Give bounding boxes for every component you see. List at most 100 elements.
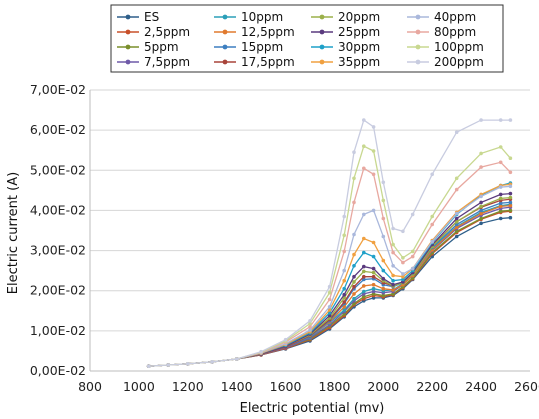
y-tick-label: 6,00E-02 — [30, 122, 86, 137]
data-point — [430, 239, 435, 244]
data-point — [362, 144, 366, 148]
legend-marker — [222, 29, 228, 35]
data-point — [401, 260, 405, 265]
legend-marker — [222, 44, 228, 50]
data-point — [342, 308, 347, 312]
legend-label: ES — [144, 10, 159, 24]
series-line — [148, 210, 511, 367]
legend-entry: 100ppm — [407, 40, 484, 54]
data-point — [259, 349, 263, 354]
data-point — [498, 204, 503, 209]
series-40ppm — [146, 184, 513, 369]
data-point — [371, 254, 376, 259]
data-point — [371, 266, 376, 271]
data-point — [391, 288, 395, 292]
legend-entry: 25ppm — [311, 25, 380, 39]
data-point — [381, 180, 386, 185]
legend-entry: 17,5ppm — [214, 55, 295, 69]
legend-label: 100ppm — [434, 40, 484, 54]
data-point — [327, 297, 332, 302]
data-point — [391, 242, 395, 247]
data-point — [508, 156, 513, 160]
series-25ppm — [146, 191, 513, 369]
tick-labels: 0,00E-02 1,00E-02 2,00E-02 3,00E-02 4,00E-02… — [30, 82, 539, 394]
legend-marker — [222, 14, 228, 20]
data-point — [430, 172, 435, 177]
series-200ppm — [146, 118, 513, 369]
data-point — [508, 208, 513, 213]
legend-marker — [125, 29, 131, 35]
data-point — [352, 284, 356, 289]
data-point — [327, 308, 332, 312]
legend-entry: 200ppm — [407, 55, 484, 69]
data-point — [352, 296, 356, 301]
data-point — [508, 215, 513, 220]
legend-entry: 10ppm — [214, 10, 283, 24]
legend-label: 20ppm — [338, 10, 380, 24]
legend-entry: 7,5ppm — [117, 55, 190, 69]
data-point — [391, 278, 395, 283]
data-point — [430, 214, 435, 219]
data-point — [371, 172, 376, 177]
data-point — [479, 118, 483, 122]
data-point — [362, 212, 366, 217]
data-point — [508, 184, 513, 189]
data-point — [362, 289, 366, 294]
data-point — [454, 229, 459, 234]
data-point — [498, 201, 503, 205]
legend-label: 2,5ppm — [144, 25, 190, 39]
legend-marker — [319, 44, 325, 50]
data-point — [234, 357, 239, 361]
gridlines — [90, 89, 530, 332]
legend-label: 30ppm — [338, 40, 380, 54]
data-point — [479, 221, 483, 226]
data-point — [508, 203, 513, 208]
data-point — [352, 280, 356, 284]
data-point — [371, 270, 376, 275]
series-80ppm — [146, 160, 513, 369]
data-point — [381, 234, 386, 239]
data-point — [352, 150, 356, 154]
data-point — [454, 187, 459, 192]
data-point — [327, 284, 332, 289]
data-point — [186, 362, 190, 366]
data-point — [362, 294, 366, 299]
data-point — [508, 200, 513, 205]
data-point — [508, 191, 513, 196]
data-point — [508, 170, 513, 175]
data-point — [410, 266, 415, 271]
legend-label: 25ppm — [338, 25, 380, 39]
data-point — [166, 363, 170, 367]
data-point — [362, 264, 366, 269]
legend-entry: 12,5ppm — [214, 25, 295, 39]
x-tick-label: 1600 — [270, 379, 302, 394]
series-2,5ppm — [146, 209, 513, 369]
data-point — [430, 222, 435, 227]
legend-label: 7,5ppm — [144, 55, 190, 69]
data-point — [410, 249, 415, 254]
data-point — [362, 284, 366, 288]
data-point — [371, 240, 376, 245]
legend-marker — [415, 14, 421, 20]
x-tick-label: 1200 — [172, 379, 204, 394]
data-point — [371, 286, 376, 291]
legend-marker — [222, 59, 228, 65]
legend-label: 15ppm — [241, 40, 283, 54]
data-point — [498, 185, 503, 189]
data-point — [342, 268, 347, 273]
legend-entry: 15ppm — [214, 40, 283, 54]
legend-label: 200ppm — [434, 55, 484, 69]
legend-entry: 30ppm — [311, 40, 380, 54]
data-point — [479, 204, 483, 209]
legend-label: 5ppm — [144, 40, 179, 54]
data-point — [308, 319, 312, 323]
legend-marker — [125, 44, 131, 50]
series-30ppm — [146, 181, 513, 369]
data-point — [342, 305, 347, 309]
data-point — [362, 250, 366, 255]
legend-box — [110, 4, 504, 73]
data-point — [508, 195, 513, 200]
data-point — [508, 118, 513, 122]
x-tick-label: 2000 — [367, 379, 399, 394]
data-point — [454, 225, 459, 230]
